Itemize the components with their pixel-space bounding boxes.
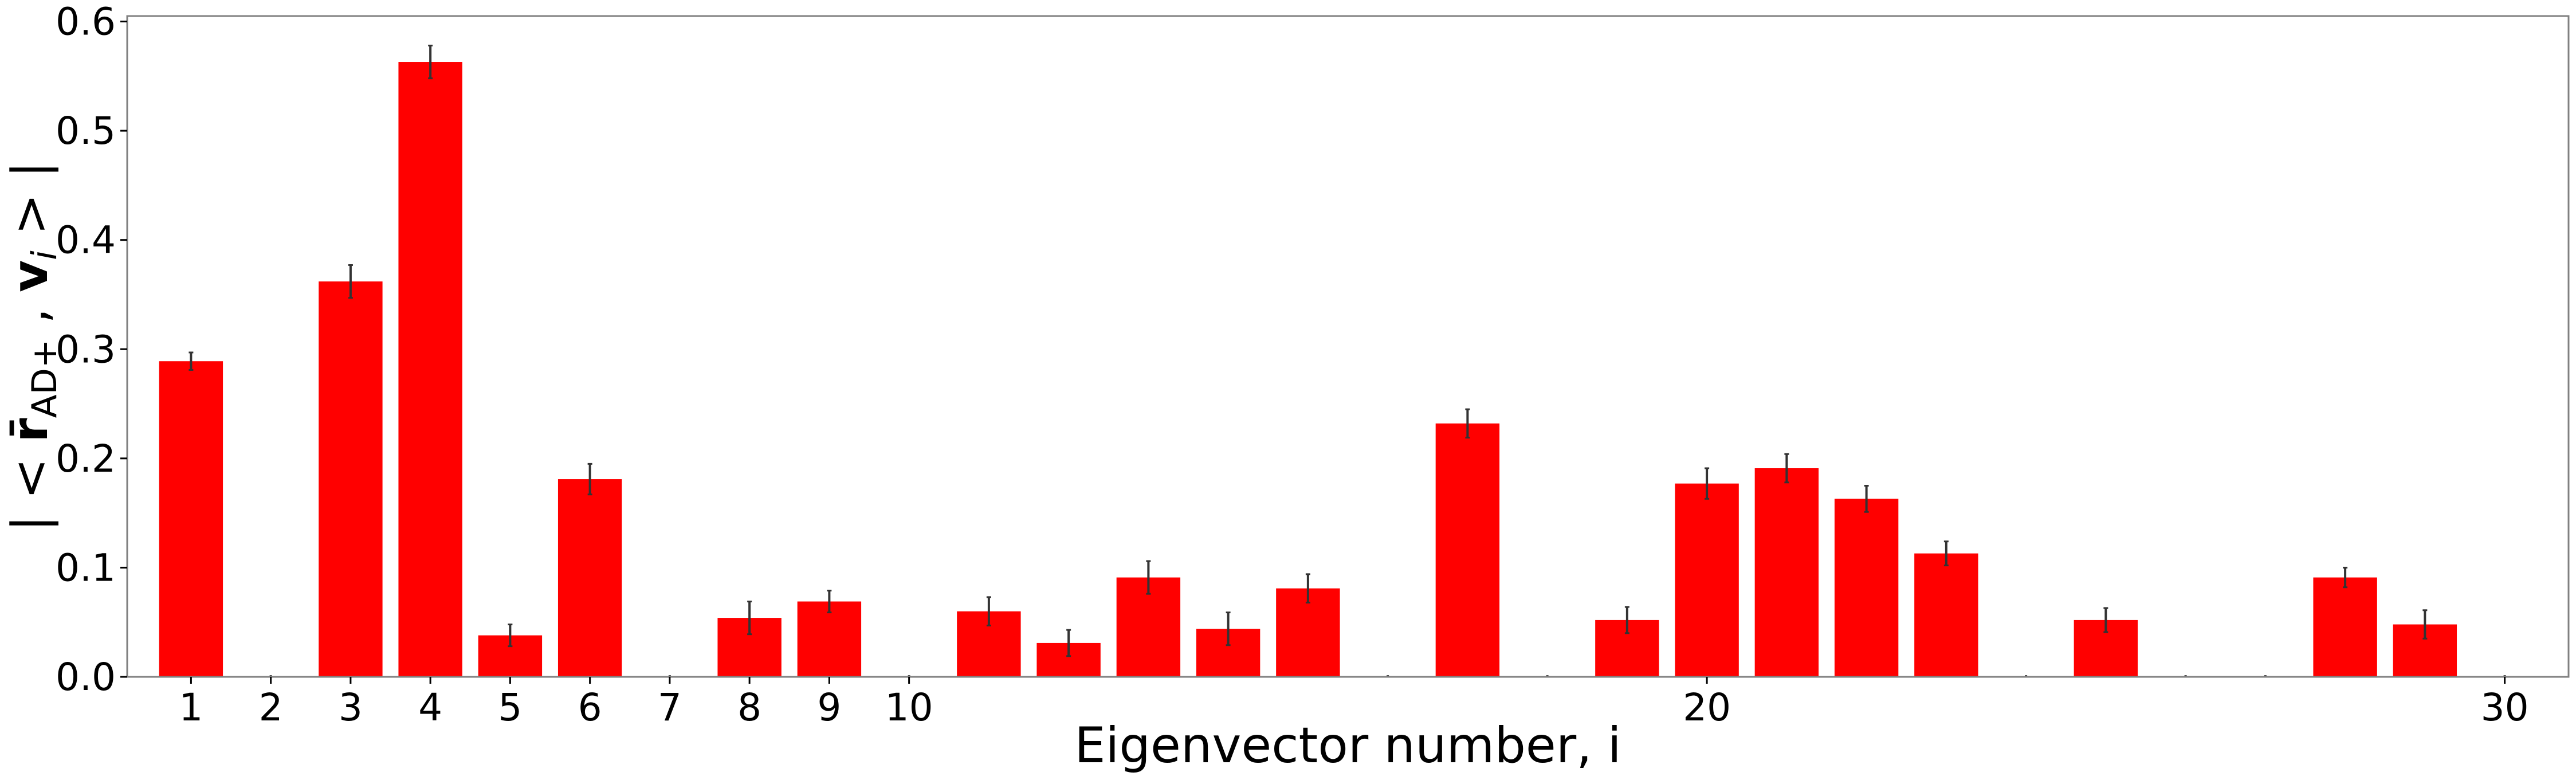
bar-28 — [2313, 577, 2377, 677]
x-tick-label-9: 9 — [817, 685, 841, 730]
bar-22 — [1834, 499, 1899, 677]
y-tick-label-0.5: 0.5 — [56, 109, 116, 153]
bars — [159, 62, 2457, 677]
bar-23 — [1914, 553, 1978, 677]
x-tick-label-5: 5 — [498, 685, 522, 730]
x-tick-label-10: 10 — [885, 685, 933, 730]
y-axis-label-subscript2: i — [25, 250, 65, 260]
x-tick-label-2: 2 — [259, 685, 283, 730]
bar-17 — [1435, 423, 1500, 677]
bar-4 — [398, 62, 462, 677]
y-axis-label-suffix: > | — [2, 161, 59, 250]
y-tick-label-0: 0.0 — [56, 655, 116, 699]
y-axis-label-middle: , — [2, 292, 59, 339]
y-axis-label: | < r̄AD+ , vi > | — [2, 161, 65, 531]
y-tick-label-0.3: 0.3 — [56, 327, 116, 371]
x-tick-label-30: 30 — [2481, 685, 2529, 730]
y-tick-label-0.1: 0.1 — [56, 546, 116, 590]
y-axis-label-vector: r̄ — [2, 418, 59, 442]
y-axis-label-vector2: v — [2, 260, 59, 292]
bar-6 — [557, 479, 622, 677]
bar-1 — [159, 361, 223, 677]
x-tick-label-1: 1 — [179, 685, 203, 730]
x-ticks: 1 2 3 4 5 6 7 8 9 10 20 30 — [179, 677, 2529, 730]
x-tick-label-3: 3 — [339, 685, 363, 730]
x-axis-label: Eigenvector number, i — [1074, 717, 1621, 774]
y-tick-label-0.2: 0.2 — [56, 437, 116, 481]
y-ticks: 0.0 0.1 0.2 0.3 0.4 0.5 0.6 — [56, 0, 127, 699]
y-tick-label-0.4: 0.4 — [56, 218, 116, 262]
bar-3 — [319, 281, 383, 677]
bar-9 — [797, 601, 862, 677]
y-axis-label-subscript: AD+ — [25, 339, 65, 418]
x-tick-label-20: 20 — [1683, 685, 1731, 730]
bar-20 — [1675, 483, 1739, 677]
x-tick-label-6: 6 — [578, 685, 602, 730]
axes-frame — [126, 15, 2570, 678]
bar-21 — [1754, 468, 1819, 677]
x-tick-label-7: 7 — [658, 685, 682, 730]
x-tick-label-4: 4 — [418, 685, 442, 730]
y-axis-label-prefix: | < — [2, 442, 59, 532]
x-tick-label-8: 8 — [737, 685, 761, 730]
y-tick-label-0.6: 0.6 — [56, 0, 116, 44]
